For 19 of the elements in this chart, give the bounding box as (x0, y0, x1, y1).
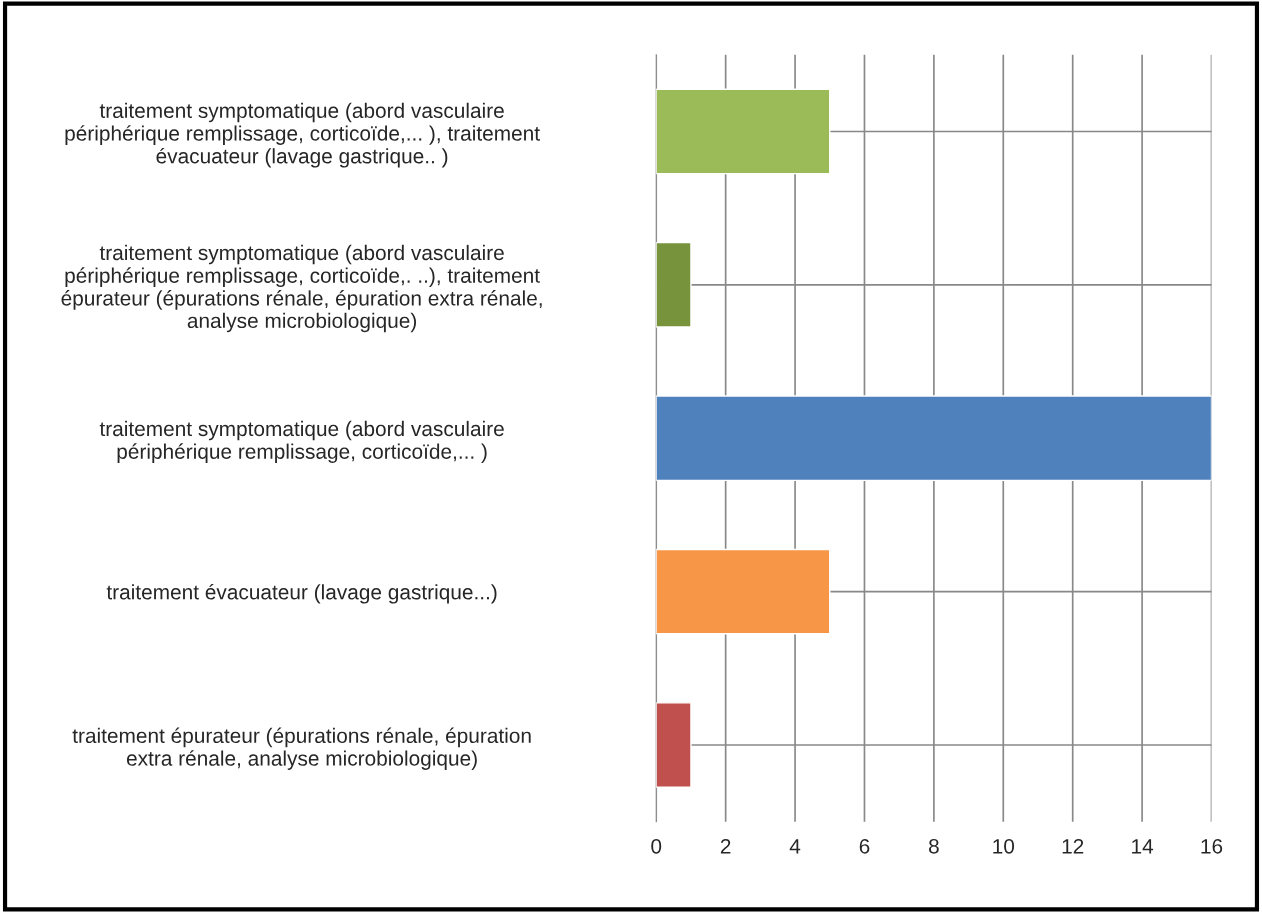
bar (656, 702, 692, 788)
x-tick-label: 4 (789, 839, 801, 854)
x-tick-label: 12 (1062, 838, 1084, 854)
y-tick-label: traitement épurateur (épurations rénale, épuration extra rénale, analyse microbiologique) (72, 727, 531, 770)
y-tick-label: traitement symptomatique (abord vasculaire périphérique remplissage, corticoïde,. ..), traitement épurateur (épurations rénale, épuration extra rénale, analyse microbiologique) (61, 244, 542, 333)
bar (656, 548, 831, 635)
bar (656, 88, 831, 175)
bar (656, 395, 1212, 482)
x-tick-label: 2 (720, 838, 731, 854)
x-tick-label: 6 (859, 838, 870, 854)
y-tick-label: traitement symptomatique (abord vasculaire périphérique remplissage, corticoïde,... ) (99, 420, 504, 464)
x-tick-label: 8 (928, 838, 939, 854)
x-tick-label: 0 (651, 838, 662, 854)
x-tick-label: 10 (993, 838, 1015, 854)
x-tick-label: 14 (1132, 839, 1154, 854)
bar (656, 241, 692, 328)
y-tick-label: traitement symptomatique (abord vasculaire périphérique remplissage, corticoïde,... ), traitement évacuateur (lavage gastrique.. ) (65, 102, 540, 168)
y-tick-label: traitement évacuateur (lavage gastrique...) (106, 583, 497, 604)
x-tick-label: 16 (1201, 838, 1223, 854)
